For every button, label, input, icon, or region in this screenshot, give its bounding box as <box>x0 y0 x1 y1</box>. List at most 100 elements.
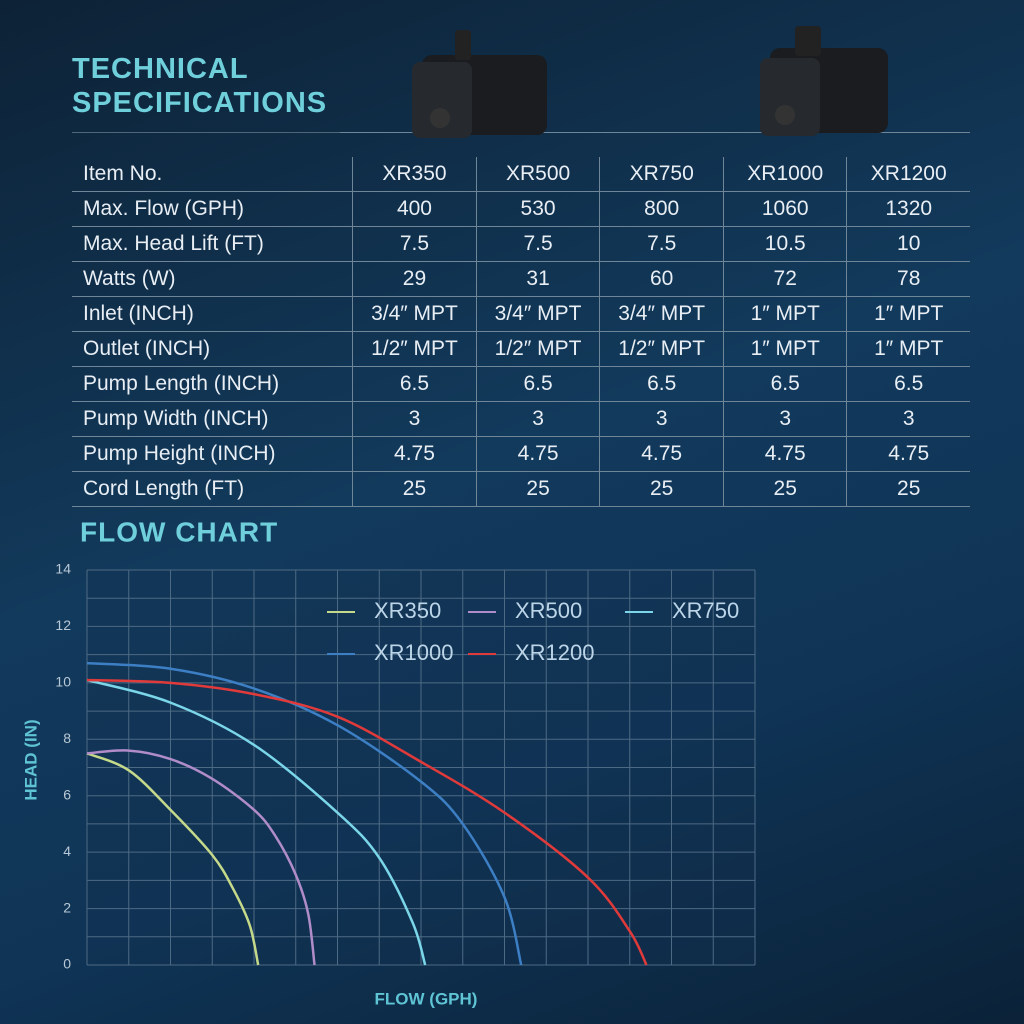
cell: 25 <box>352 471 477 507</box>
cell: 6.5 <box>475 366 600 402</box>
table-row: Max. Flow (GPH) 400 530 800 1060 1320 <box>72 191 970 227</box>
cell: 1″ MPT <box>846 296 970 332</box>
cell: 400 <box>352 191 477 227</box>
y-tick-label: 12 <box>55 617 71 633</box>
cell: XR1000 <box>722 157 847 192</box>
chart-title: FLOW CHART <box>80 516 278 547</box>
plot-area <box>87 570 755 965</box>
cell: 1/2″ MPT <box>352 331 477 367</box>
y-tick-label: 0 <box>63 956 71 972</box>
y-tick-label: 4 <box>63 843 71 859</box>
cell: 60 <box>599 261 724 297</box>
cell: XR500 <box>475 157 600 192</box>
cell: 31 <box>475 261 600 297</box>
row-label: Cord Length (FT) <box>72 471 353 507</box>
legend-label: XR1200 <box>515 640 595 665</box>
cell: 3 <box>475 401 600 437</box>
x-axis-label: FLOW (GPH) <box>375 989 478 1008</box>
divider <box>72 132 340 133</box>
cell: 10 <box>846 226 970 262</box>
cell: 4.75 <box>352 436 477 472</box>
cell: 6.5 <box>599 366 724 402</box>
table-row: Cord Length (FT) 25 25 25 25 25 <box>72 471 970 507</box>
legend-label: XR350 <box>374 598 441 623</box>
cell: 1″ MPT <box>722 331 847 367</box>
table-row: Pump Height (INCH) 4.75 4.75 4.75 4.75 4.75 <box>72 436 970 472</box>
divider <box>340 132 970 133</box>
cell: 25 <box>846 471 970 507</box>
cell: 78 <box>846 261 970 297</box>
cell: 3/4″ MPT <box>599 296 724 332</box>
cell: 6.5 <box>722 366 847 402</box>
cell: 3/4″ MPT <box>352 296 477 332</box>
cell: 72 <box>722 261 847 297</box>
cell: 1/2″ MPT <box>475 331 600 367</box>
cell: 4.75 <box>599 436 724 472</box>
table-row: Outlet (INCH) 1/2″ MPT 1/2″ MPT 1/2″ MPT 1″ … <box>72 331 970 367</box>
line-series <box>86 678 648 966</box>
table-row: Item No. XR350 XR500 XR750 XR1000 XR1200 <box>72 157 970 192</box>
row-label: Item No. <box>72 157 353 192</box>
cell: 1″ MPT <box>722 296 847 332</box>
table-row: Max. Head Lift (FT) 7.5 7.5 7.5 10.5 10 <box>72 226 970 262</box>
row-label: Max. Head Lift (FT) <box>72 226 353 262</box>
cell: 800 <box>599 191 724 227</box>
cell: 3 <box>846 401 970 437</box>
product-images <box>412 26 888 138</box>
row-label: Pump Height (INCH) <box>72 436 353 472</box>
cell: 3 <box>722 401 847 437</box>
cell: 1/2″ MPT <box>599 331 724 367</box>
spec-table: Item No. XR350 XR500 XR750 XR1000 XR1200 Max. … <box>72 157 970 507</box>
cell: 6.5 <box>352 366 477 402</box>
cell: XR750 <box>599 157 724 192</box>
y-tick-label: 14 <box>55 561 71 577</box>
cell: 3 <box>599 401 724 437</box>
row-label: Inlet (INCH) <box>72 296 353 332</box>
row-label: Pump Length (INCH) <box>72 366 353 402</box>
cell: 4.75 <box>722 436 847 472</box>
cell: 530 <box>475 191 600 227</box>
legend-label: XR500 <box>515 598 582 623</box>
y-tick-label: 10 <box>55 674 71 690</box>
line-series <box>86 752 260 966</box>
cell: 25 <box>475 471 600 507</box>
table-row: Pump Width (INCH) 3 3 3 3 3 <box>72 401 970 437</box>
table-row: Pump Length (INCH) 6.5 6.5 6.5 6.5 6.5 <box>72 366 970 402</box>
cell: 1″ MPT <box>846 331 970 367</box>
cell: 10.5 <box>722 226 847 262</box>
row-label: Outlet (INCH) <box>72 331 353 367</box>
cell: 29 <box>352 261 477 297</box>
y-tick-label: 6 <box>63 786 71 802</box>
cell: 4.75 <box>475 436 600 472</box>
cell: 25 <box>722 471 847 507</box>
cell: 7.5 <box>352 226 477 262</box>
row-label: Max. Flow (GPH) <box>72 191 353 227</box>
row-label: Pump Width (INCH) <box>72 401 353 437</box>
page-title: TECHNICAL SPECIFICATIONS <box>72 53 328 119</box>
y-tick-label: 8 <box>63 730 71 746</box>
line-series <box>86 749 316 966</box>
cell: 1320 <box>846 191 970 227</box>
pump-image <box>412 30 547 138</box>
y-axis-label: HEAD (IN) <box>21 719 40 800</box>
cell: XR1200 <box>846 157 970 192</box>
table-row: Inlet (INCH) 3/4″ MPT 3/4″ MPT 3/4″ MPT 1″ M… <box>72 296 970 332</box>
line-series <box>86 661 523 966</box>
legend-label: XR750 <box>672 598 739 623</box>
cell: 6.5 <box>846 366 970 402</box>
cell: 1060 <box>722 191 847 227</box>
cell: 25 <box>599 471 724 507</box>
row-label: Watts (W) <box>72 261 353 297</box>
pump-image <box>760 26 888 136</box>
table-row: Watts (W) 29 31 60 72 78 <box>72 261 970 297</box>
cell: XR350 <box>352 157 477 192</box>
legend-label: XR1000 <box>374 640 454 665</box>
cell: 7.5 <box>475 226 600 262</box>
cell: 4.75 <box>846 436 970 472</box>
cell: 3/4″ MPT <box>475 296 600 332</box>
cell: 3 <box>352 401 477 437</box>
y-tick-label: 2 <box>63 899 71 915</box>
line-series <box>86 678 427 966</box>
